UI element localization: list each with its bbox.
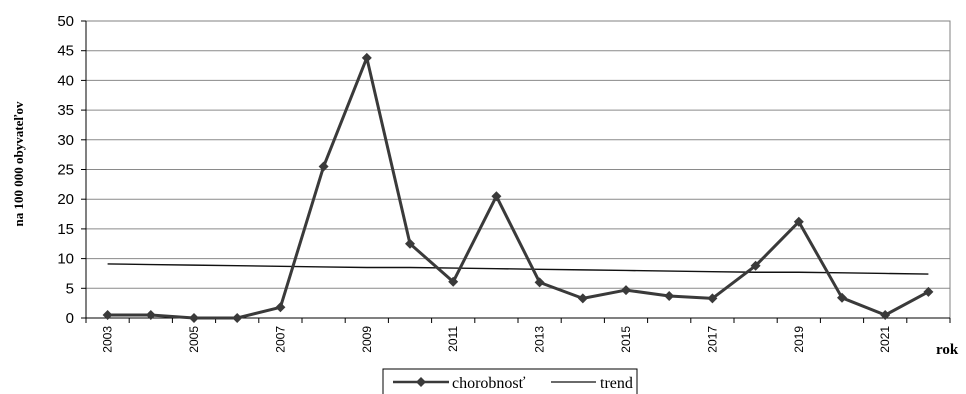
legend-label-chorobnost: chorobnosť — [452, 375, 526, 392]
grid — [86, 20, 950, 289]
data-point-chorobnost — [577, 293, 588, 304]
series-line-trend — [107, 263, 929, 275]
axes — [81, 20, 951, 323]
y-tick-label: 10 — [57, 251, 74, 268]
data-point-chorobnost — [491, 191, 502, 202]
legend-label-trend: trend — [600, 375, 633, 392]
y-tick-label: 40 — [57, 72, 74, 89]
data-point-chorobnost — [880, 310, 891, 321]
data-point-chorobnost — [361, 52, 372, 63]
data-point-chorobnost — [318, 161, 329, 172]
y-tick-label: 30 — [57, 132, 74, 149]
y-tick-label: 0 — [66, 310, 74, 327]
x-tick-label: 2013 — [533, 326, 547, 353]
data-point-chorobnost — [102, 310, 113, 321]
x-tick-label: 2005 — [187, 326, 201, 353]
data-point-chorobnost — [405, 238, 415, 249]
x-tick-label: 2007 — [273, 326, 287, 353]
y-tick-label: 15 — [57, 221, 74, 238]
y-tick-labels: 0 5 10 15 20 25 30 35 40 45 50 — [57, 13, 74, 327]
x-tick-label: 2021 — [878, 326, 892, 353]
data-point-chorobnost — [664, 291, 675, 302]
data-point-chorobnost — [707, 293, 718, 304]
data-point-chorobnost — [923, 286, 934, 297]
x-tick-label: 2015 — [619, 326, 633, 353]
x-tick-label: 2009 — [360, 326, 374, 353]
x-axis-label: rok — [936, 342, 959, 358]
x-tick-label: 2017 — [705, 326, 719, 353]
y-tick-label: 25 — [57, 162, 74, 179]
data-point-chorobnost — [145, 310, 156, 321]
data-point-chorobnost — [621, 285, 631, 296]
legend-marker-chorobnost — [416, 377, 426, 387]
legend: chorobnosť trend — [382, 368, 638, 394]
data-point-chorobnost — [275, 302, 286, 313]
y-tick-label: 50 — [57, 13, 74, 30]
y-tick-label: 45 — [57, 43, 74, 60]
series-layer — [102, 52, 934, 323]
x-tick-label: 2011 — [446, 326, 460, 352]
data-point-chorobnost — [189, 313, 199, 323]
series-line-chorobnost — [107, 56, 930, 320]
y-tick-label: 20 — [57, 191, 74, 208]
y-axis-label: na 100 000 obyvateľov — [11, 101, 26, 226]
x-tick-labels: 2003 2005 2007 2009 2011 2013 2015 2017 2019 2021 — [101, 326, 893, 353]
x-tick-label: 2003 — [101, 326, 115, 353]
data-point-chorobnost — [534, 277, 545, 288]
y-tick-label: 35 — [57, 102, 74, 119]
data-point-chorobnost — [750, 260, 761, 271]
data-point-chorobnost — [232, 313, 243, 323]
data-point-chorobnost — [837, 292, 847, 303]
data-point-chorobnost — [793, 216, 804, 227]
y-tick-label: 5 — [66, 280, 74, 297]
x-tick-label: 2019 — [792, 326, 806, 353]
data-point-chorobnost — [448, 276, 459, 287]
